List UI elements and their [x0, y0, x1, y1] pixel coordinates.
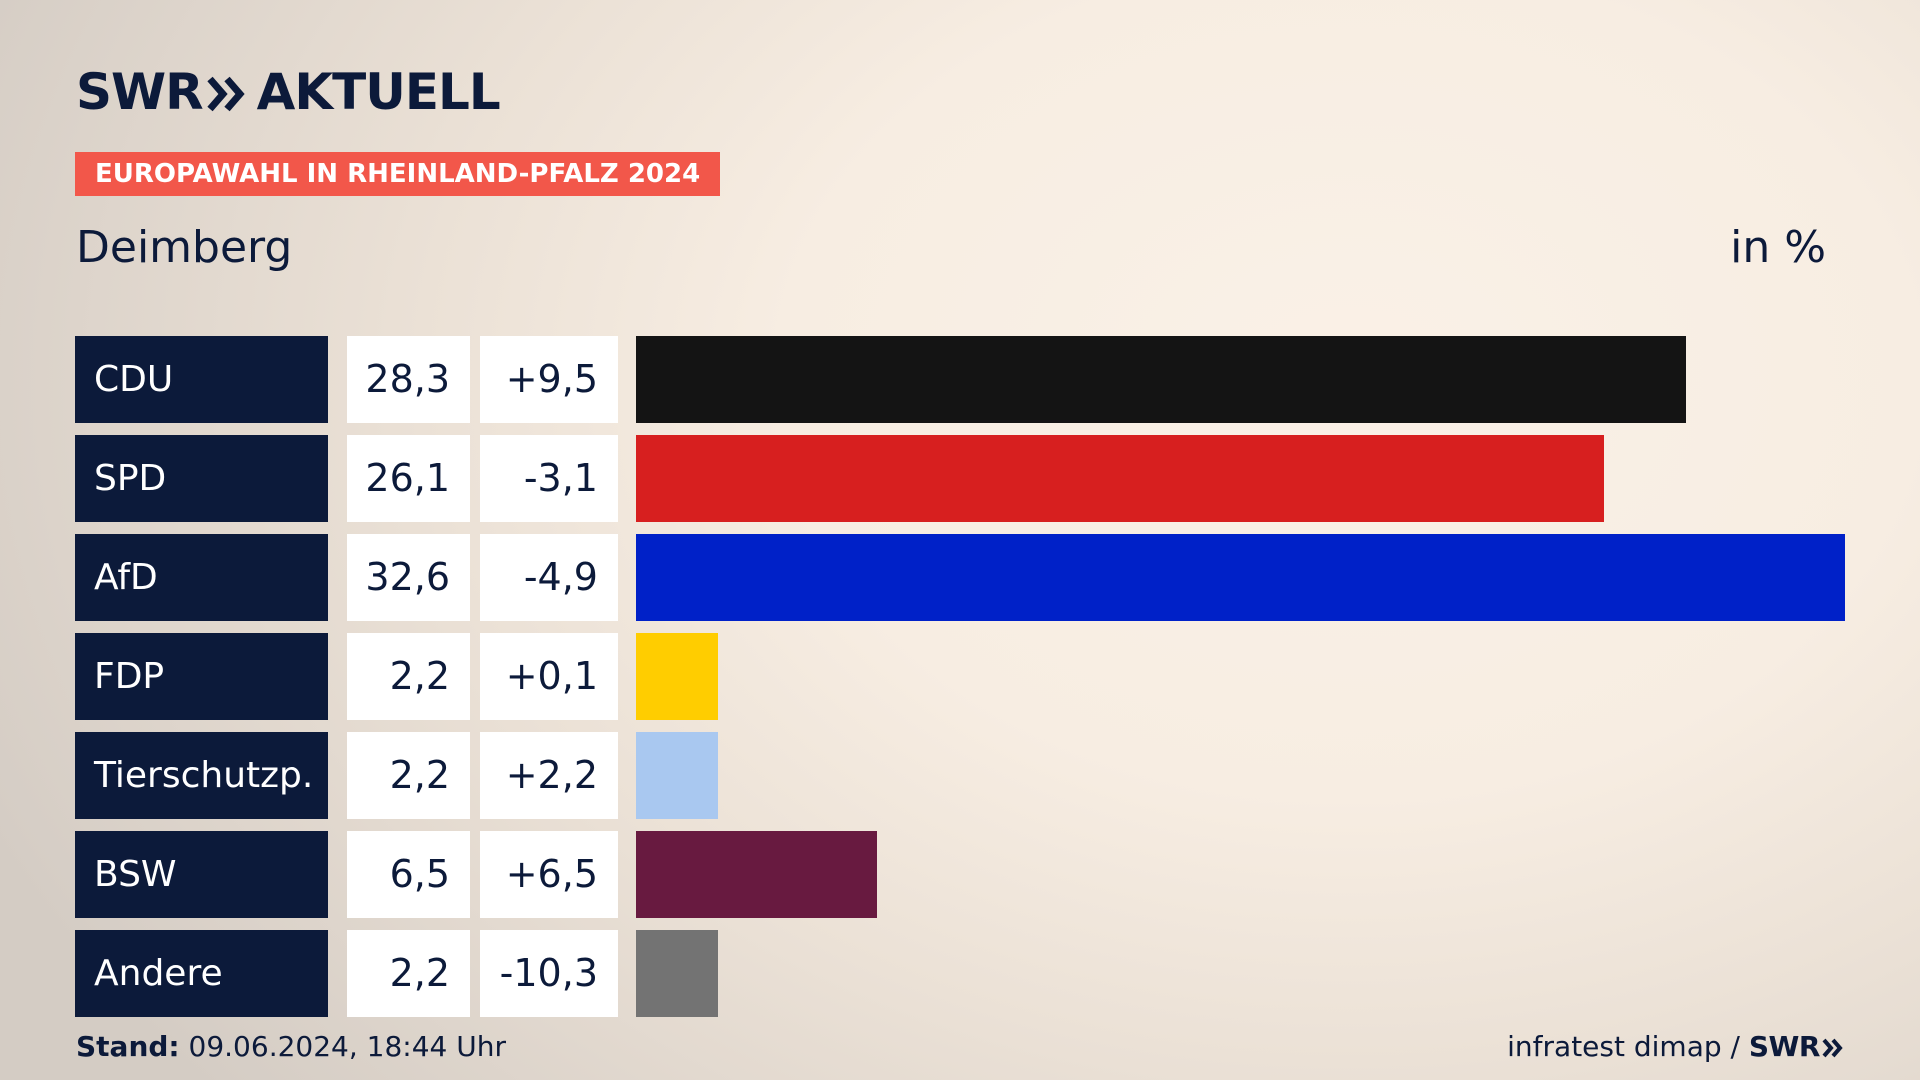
result-row: AfD 32,6 -4,9: [75, 534, 1845, 621]
vote-share-change: -10,3: [480, 930, 618, 1017]
vote-share-value: 28,3: [347, 336, 470, 423]
vote-share-change: +6,5: [480, 831, 618, 918]
vote-share-value: 32,6: [347, 534, 470, 621]
vote-share-value: 26,1: [347, 435, 470, 522]
party-label: SPD: [75, 435, 328, 522]
source-text: infratest dimap /: [1507, 1030, 1740, 1063]
vote-share-change: +9,5: [480, 336, 618, 423]
vote-share-change: -4,9: [480, 534, 618, 621]
party-label: Andere: [75, 930, 328, 1017]
stand-value: 09.06.2024, 18:44 Uhr: [188, 1030, 506, 1063]
vote-share-bar: [636, 930, 718, 1017]
party-label: Tierschutzp.: [75, 732, 328, 819]
double-chevron-icon: [1822, 1038, 1843, 1058]
source-brand: SWR: [1748, 1030, 1821, 1063]
result-row: CDU 28,3 +9,5: [75, 336, 1845, 423]
vote-share-bar: [636, 534, 1845, 621]
result-row: FDP 2,2 +0,1: [75, 633, 1845, 720]
vote-share-value: 2,2: [347, 633, 470, 720]
vote-share-bar: [636, 633, 718, 720]
result-row: Andere 2,2 -10,3: [75, 930, 1845, 1017]
party-label: AfD: [75, 534, 328, 621]
vote-share-value: 6,5: [347, 831, 470, 918]
vote-share-value: 2,2: [347, 732, 470, 819]
vote-share-value: 2,2: [347, 930, 470, 1017]
double-chevron-icon: [207, 76, 245, 112]
result-row: BSW 6,5 +6,5: [75, 831, 1845, 918]
vote-share-bar: [636, 831, 877, 918]
timestamp: Stand: 09.06.2024, 18:44 Uhr: [76, 1030, 506, 1064]
vote-share-bar: [636, 732, 718, 819]
vote-share-bar: [636, 435, 1604, 522]
source-credit: infratest dimap / SWR: [1507, 1030, 1844, 1064]
brand-name: SWR: [76, 63, 204, 121]
party-label: BSW: [75, 831, 328, 918]
vote-share-change: +2,2: [480, 732, 618, 819]
party-label: CDU: [75, 336, 328, 423]
unit-label: in %: [1730, 222, 1826, 273]
swr-aktuell-logo: SWR AKTUELL: [76, 62, 501, 122]
result-row: SPD 26,1 -3,1: [75, 435, 1845, 522]
brand-product: AKTUELL: [256, 63, 501, 121]
vote-share-change: +0,1: [480, 633, 618, 720]
vote-share-bar: [636, 336, 1686, 423]
vote-share-change: -3,1: [480, 435, 618, 522]
stand-label: Stand:: [76, 1030, 180, 1063]
election-kicker: EUROPAWAHL IN RHEINLAND-PFALZ 2024: [75, 152, 721, 196]
place-title: Deimberg: [76, 222, 293, 273]
result-row: Tierschutzp. 2,2 +2,2: [75, 732, 1845, 819]
party-label: FDP: [75, 633, 328, 720]
